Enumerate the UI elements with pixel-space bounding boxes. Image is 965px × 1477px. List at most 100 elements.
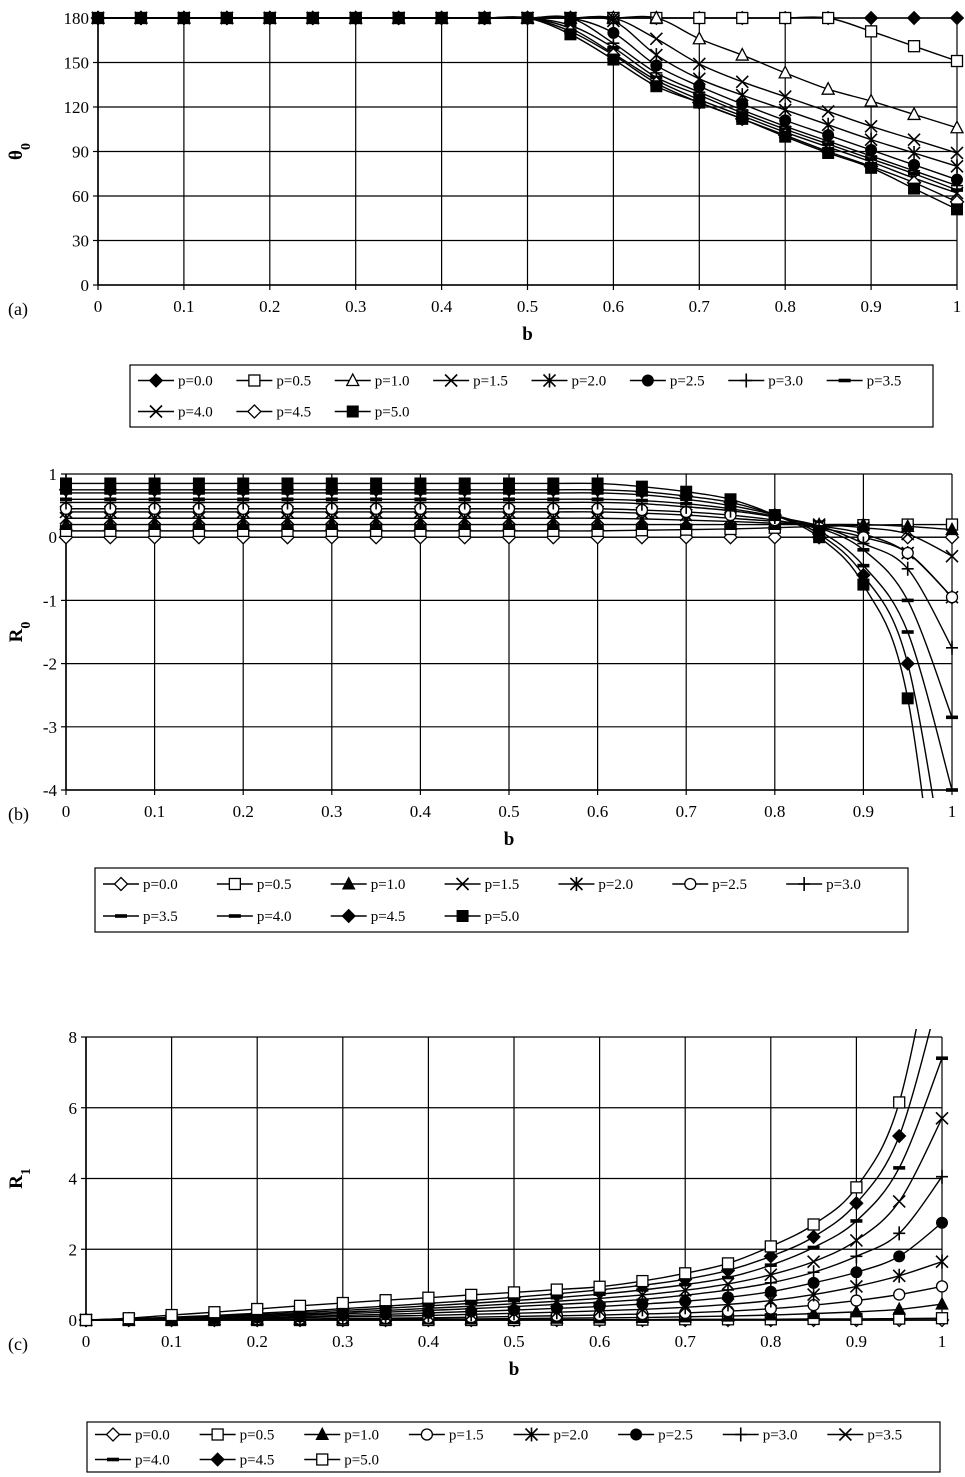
data-point <box>458 477 471 490</box>
y-tick-label: 60 <box>72 187 89 206</box>
data-point <box>379 1294 392 1307</box>
data-point <box>458 497 471 502</box>
x-tick-label: 0.3 <box>345 297 366 316</box>
legend-marker <box>444 373 458 388</box>
legend-item: p=1.0 <box>334 372 409 390</box>
legend-item: p=2.0 <box>531 373 606 390</box>
x-tick-label: 0.7 <box>675 1332 697 1351</box>
data-point <box>680 501 693 506</box>
panel-label: (c) <box>8 1334 28 1355</box>
data-point <box>822 11 835 25</box>
data-point <box>649 32 663 46</box>
data-point <box>857 563 870 568</box>
x-tick-label: 0.1 <box>144 802 165 821</box>
data-point <box>306 12 319 24</box>
legend-marker <box>641 374 654 387</box>
legend-item: p=2.5 <box>629 374 705 390</box>
x-tick-label: 0.5 <box>498 802 519 821</box>
data-point <box>413 516 428 531</box>
data-point <box>220 12 233 24</box>
data-point <box>779 11 792 25</box>
data-point <box>693 11 706 25</box>
data-point <box>850 1294 863 1307</box>
legend-box <box>129 364 934 428</box>
data-point <box>679 1267 692 1280</box>
data-point <box>865 161 878 174</box>
data-point <box>893 1288 906 1301</box>
legend-label: p=2.5 <box>658 1428 693 1444</box>
data-point <box>503 497 515 502</box>
x-tick-label: 0.2 <box>259 297 280 316</box>
series-p=5.0 <box>60 477 958 1048</box>
data-point <box>237 477 250 490</box>
series-p=5.0 <box>92 12 963 216</box>
legend-item: p=0.5 <box>216 877 292 893</box>
data-point <box>422 1291 435 1304</box>
y-tick-label: 180 <box>64 9 90 28</box>
data-point <box>901 546 914 560</box>
data-point <box>547 497 560 502</box>
data-point <box>893 1166 906 1170</box>
y-axis-label: θ0 <box>6 143 34 160</box>
legend-label: p=4.0 <box>178 405 213 421</box>
legend-marker <box>420 1428 434 1441</box>
plot-area <box>90 10 965 216</box>
data-point <box>947 1037 958 1048</box>
data-point <box>370 497 383 502</box>
data-point <box>806 1229 821 1245</box>
data-point <box>177 12 190 24</box>
legend-item: p=4.5 <box>199 1452 274 1469</box>
data-point <box>936 1169 948 1184</box>
legend-item: p=3.0 <box>722 1427 797 1444</box>
legend-label: p=2.5 <box>670 374 705 390</box>
y-tick-label: 90 <box>72 143 89 162</box>
legend-item: p=0.5 <box>236 374 311 390</box>
data-point <box>901 598 914 603</box>
x-tick-label: 0.8 <box>775 297 796 316</box>
series-line <box>85 1029 917 1321</box>
legend-label: p=3.0 <box>826 877 861 893</box>
data-point <box>192 497 205 502</box>
legend-item: p=4.0 <box>138 405 213 421</box>
x-tick-label: 0.8 <box>764 802 785 821</box>
y-axis-label: R1 <box>6 1168 34 1189</box>
data-point <box>148 477 161 490</box>
data-point <box>92 12 104 24</box>
data-point <box>251 1302 264 1316</box>
y-tick-label: 8 <box>69 1028 78 1047</box>
data-point <box>414 477 427 490</box>
legend-marker <box>630 1428 643 1441</box>
legend-marker <box>734 1427 747 1442</box>
legend-marker <box>345 372 360 387</box>
legend: p=0.0 p=0.5 p=1.0 p=1.5 p=2.0 p=2.5 p=3.0 p=3.5… <box>129 364 934 428</box>
legend-item: p=2.5 <box>672 877 747 893</box>
data-point <box>864 119 878 133</box>
data-point <box>502 516 516 531</box>
data-point <box>736 11 749 25</box>
legend-marker <box>228 914 241 918</box>
legend-marker <box>246 404 262 419</box>
data-point <box>936 1056 948 1061</box>
y-axis-label: R0 <box>6 622 34 643</box>
data-point <box>736 112 749 125</box>
data-point <box>370 477 383 490</box>
data-point <box>547 477 560 490</box>
data-point <box>900 518 915 532</box>
legend-box <box>86 1421 941 1473</box>
x-tick-label: 0.1 <box>161 1332 182 1351</box>
legend-marker <box>115 914 127 918</box>
data-point <box>635 516 649 531</box>
data-point <box>901 561 914 576</box>
data-point <box>950 54 964 68</box>
legend-label: p=4.0 <box>135 1453 170 1469</box>
x-tick-label: 1 <box>938 1332 947 1351</box>
data-point <box>59 516 73 531</box>
legend: p=0.0 p=0.5 p=1.0 p=1.5 p=2.0 p=2.5 p=3.0 p=3.5… <box>94 867 909 933</box>
legend-item: p=3.0 <box>786 877 861 893</box>
data-point <box>850 1181 863 1194</box>
data-point <box>263 12 276 24</box>
data-point <box>908 171 921 176</box>
x-axis-label: b <box>522 324 533 345</box>
data-point <box>606 13 620 28</box>
data-point <box>907 145 921 160</box>
